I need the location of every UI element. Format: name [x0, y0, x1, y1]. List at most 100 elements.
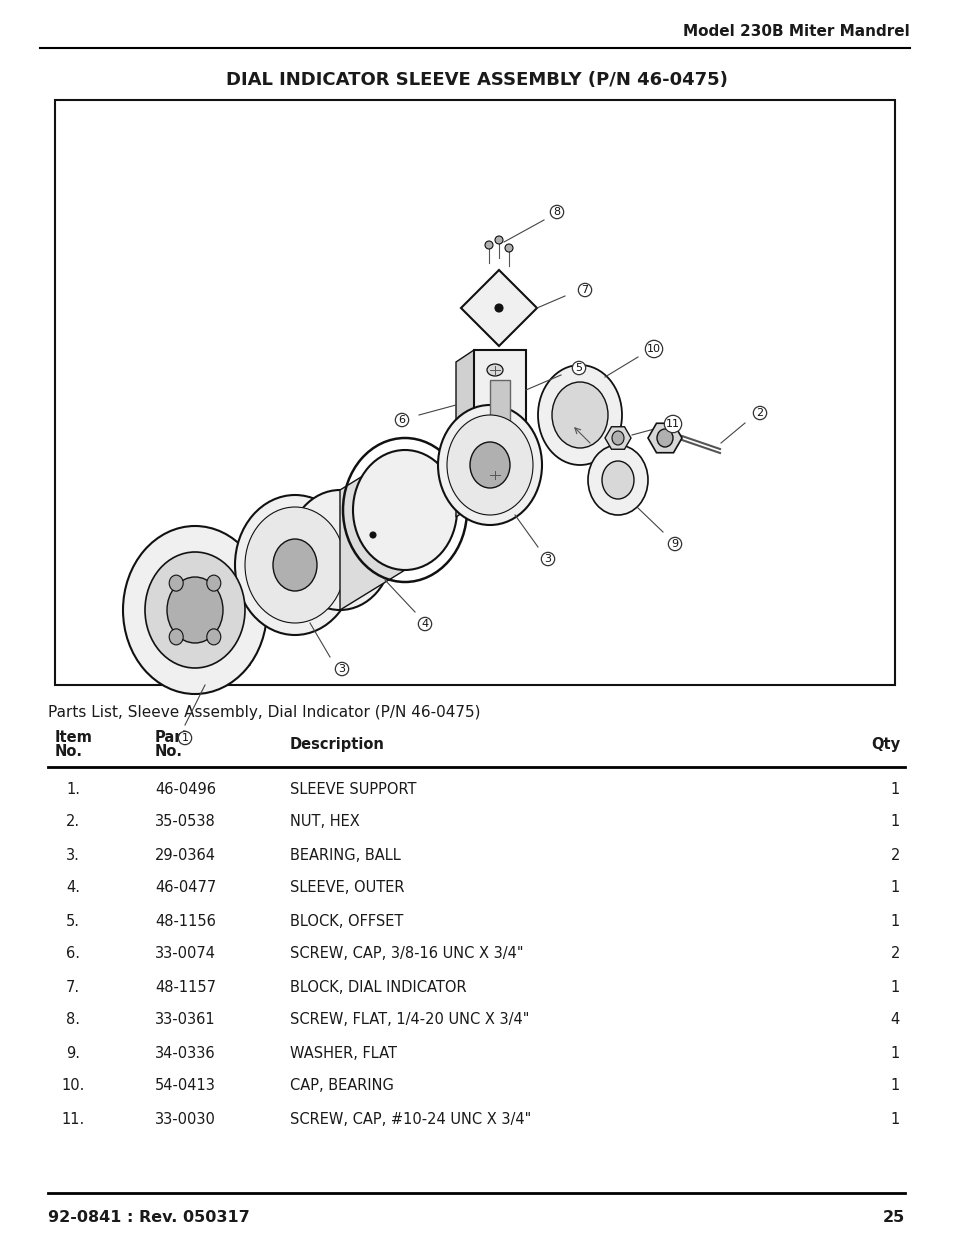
Text: Parts List, Sleeve Assembly, Dial Indicator (P/N 46-0475): Parts List, Sleeve Assembly, Dial Indica…: [48, 705, 480, 720]
Text: WASHER, FLAT: WASHER, FLAT: [290, 1046, 396, 1061]
Text: BLOCK, DIAL INDICATOR: BLOCK, DIAL INDICATOR: [290, 979, 466, 994]
Text: SCREW, FLAT, 1/4-20 UNC X 3/4": SCREW, FLAT, 1/4-20 UNC X 3/4": [290, 1013, 529, 1028]
Ellipse shape: [504, 245, 513, 252]
Ellipse shape: [169, 629, 183, 645]
Ellipse shape: [207, 629, 220, 645]
Ellipse shape: [486, 469, 502, 480]
Text: 4: 4: [421, 619, 428, 629]
Text: 25: 25: [882, 1210, 904, 1225]
Text: 1: 1: [890, 914, 899, 929]
Text: No.: No.: [154, 743, 183, 760]
Ellipse shape: [486, 364, 502, 375]
Text: SCREW, CAP, #10-24 UNC X 3/4": SCREW, CAP, #10-24 UNC X 3/4": [290, 1112, 531, 1126]
Text: 1: 1: [890, 1112, 899, 1126]
Text: Item: Item: [55, 730, 92, 745]
Text: 10: 10: [646, 345, 660, 354]
Text: 2: 2: [890, 946, 899, 962]
Text: 5: 5: [575, 363, 582, 373]
Ellipse shape: [495, 236, 502, 245]
Ellipse shape: [495, 304, 502, 312]
Text: 46-0496: 46-0496: [154, 782, 215, 797]
Ellipse shape: [145, 552, 245, 668]
Ellipse shape: [169, 576, 183, 592]
Text: 7: 7: [580, 285, 588, 295]
Text: 9.: 9.: [66, 1046, 80, 1061]
Text: No.: No.: [55, 743, 83, 760]
Text: 92-0841 : Rev. 050317: 92-0841 : Rev. 050317: [48, 1210, 250, 1225]
Ellipse shape: [254, 517, 335, 613]
Text: Description: Description: [290, 737, 384, 752]
Ellipse shape: [657, 429, 672, 447]
Text: 1: 1: [890, 1078, 899, 1093]
Ellipse shape: [612, 431, 623, 445]
Ellipse shape: [484, 241, 493, 249]
Ellipse shape: [234, 495, 355, 635]
Text: 29-0364: 29-0364: [154, 847, 215, 862]
Text: 3: 3: [544, 555, 551, 564]
Text: 11: 11: [665, 419, 679, 429]
Text: 46-0477: 46-0477: [154, 881, 216, 895]
Text: 2.: 2.: [66, 815, 80, 830]
Text: NUT, HEX: NUT, HEX: [290, 815, 359, 830]
Ellipse shape: [167, 577, 223, 643]
Text: 33-0361: 33-0361: [154, 1013, 215, 1028]
Ellipse shape: [273, 538, 316, 592]
Text: 3.: 3.: [66, 847, 80, 862]
Text: SCREW, CAP, 3/8-16 UNC X 3/4": SCREW, CAP, 3/8-16 UNC X 3/4": [290, 946, 523, 962]
Ellipse shape: [587, 445, 647, 515]
Text: 34-0336: 34-0336: [154, 1046, 215, 1061]
Ellipse shape: [353, 450, 456, 571]
Ellipse shape: [537, 366, 621, 466]
Text: SLEEVE SUPPORT: SLEEVE SUPPORT: [290, 782, 416, 797]
Text: 4.: 4.: [66, 881, 80, 895]
Text: 8.: 8.: [66, 1013, 80, 1028]
Text: 1: 1: [890, 881, 899, 895]
Text: 35-0538: 35-0538: [154, 815, 215, 830]
Text: 5.: 5.: [66, 914, 80, 929]
Text: 1: 1: [890, 782, 899, 797]
Text: 4: 4: [890, 1013, 899, 1028]
Bar: [490, 380, 510, 466]
Text: 48-1157: 48-1157: [154, 979, 215, 994]
Ellipse shape: [601, 461, 634, 499]
Text: 48-1156: 48-1156: [154, 914, 215, 929]
Ellipse shape: [207, 576, 220, 592]
Text: 10.: 10.: [61, 1078, 85, 1093]
Ellipse shape: [288, 490, 392, 610]
Text: 1: 1: [181, 734, 189, 743]
Text: 9: 9: [671, 538, 678, 550]
Text: Part: Part: [154, 730, 190, 745]
Ellipse shape: [447, 415, 533, 515]
Text: 2: 2: [756, 408, 762, 417]
Text: CAP, BEARING: CAP, BEARING: [290, 1078, 394, 1093]
Text: 1: 1: [890, 1046, 899, 1061]
Text: 54-0413: 54-0413: [154, 1078, 215, 1093]
Text: 2: 2: [890, 847, 899, 862]
Polygon shape: [456, 350, 474, 517]
Ellipse shape: [437, 405, 541, 525]
Polygon shape: [460, 270, 537, 346]
Text: 33-0074: 33-0074: [154, 946, 215, 962]
Text: 1: 1: [890, 815, 899, 830]
Bar: [55, 100, 894, 685]
Ellipse shape: [455, 424, 524, 506]
Text: Model 230B Miter Mandrel: Model 230B Miter Mandrel: [682, 25, 909, 40]
Ellipse shape: [552, 382, 607, 448]
Text: 1: 1: [890, 979, 899, 994]
Text: SLEEVE, OUTER: SLEEVE, OUTER: [290, 881, 404, 895]
Text: 3: 3: [338, 664, 345, 674]
Ellipse shape: [123, 526, 267, 694]
Polygon shape: [339, 450, 405, 610]
Ellipse shape: [245, 508, 345, 622]
Text: DIAL INDICATOR SLEEVE ASSEMBLY (P/N 46-0475): DIAL INDICATOR SLEEVE ASSEMBLY (P/N 46-0…: [226, 70, 727, 89]
Text: 7.: 7.: [66, 979, 80, 994]
Bar: [474, 350, 525, 505]
Text: 33-0030: 33-0030: [154, 1112, 215, 1126]
Polygon shape: [194, 526, 250, 694]
Text: 6: 6: [398, 415, 405, 425]
Ellipse shape: [370, 532, 375, 538]
Text: 8: 8: [553, 207, 560, 217]
Ellipse shape: [470, 442, 510, 488]
Text: 11.: 11.: [61, 1112, 85, 1126]
Text: BEARING, BALL: BEARING, BALL: [290, 847, 400, 862]
